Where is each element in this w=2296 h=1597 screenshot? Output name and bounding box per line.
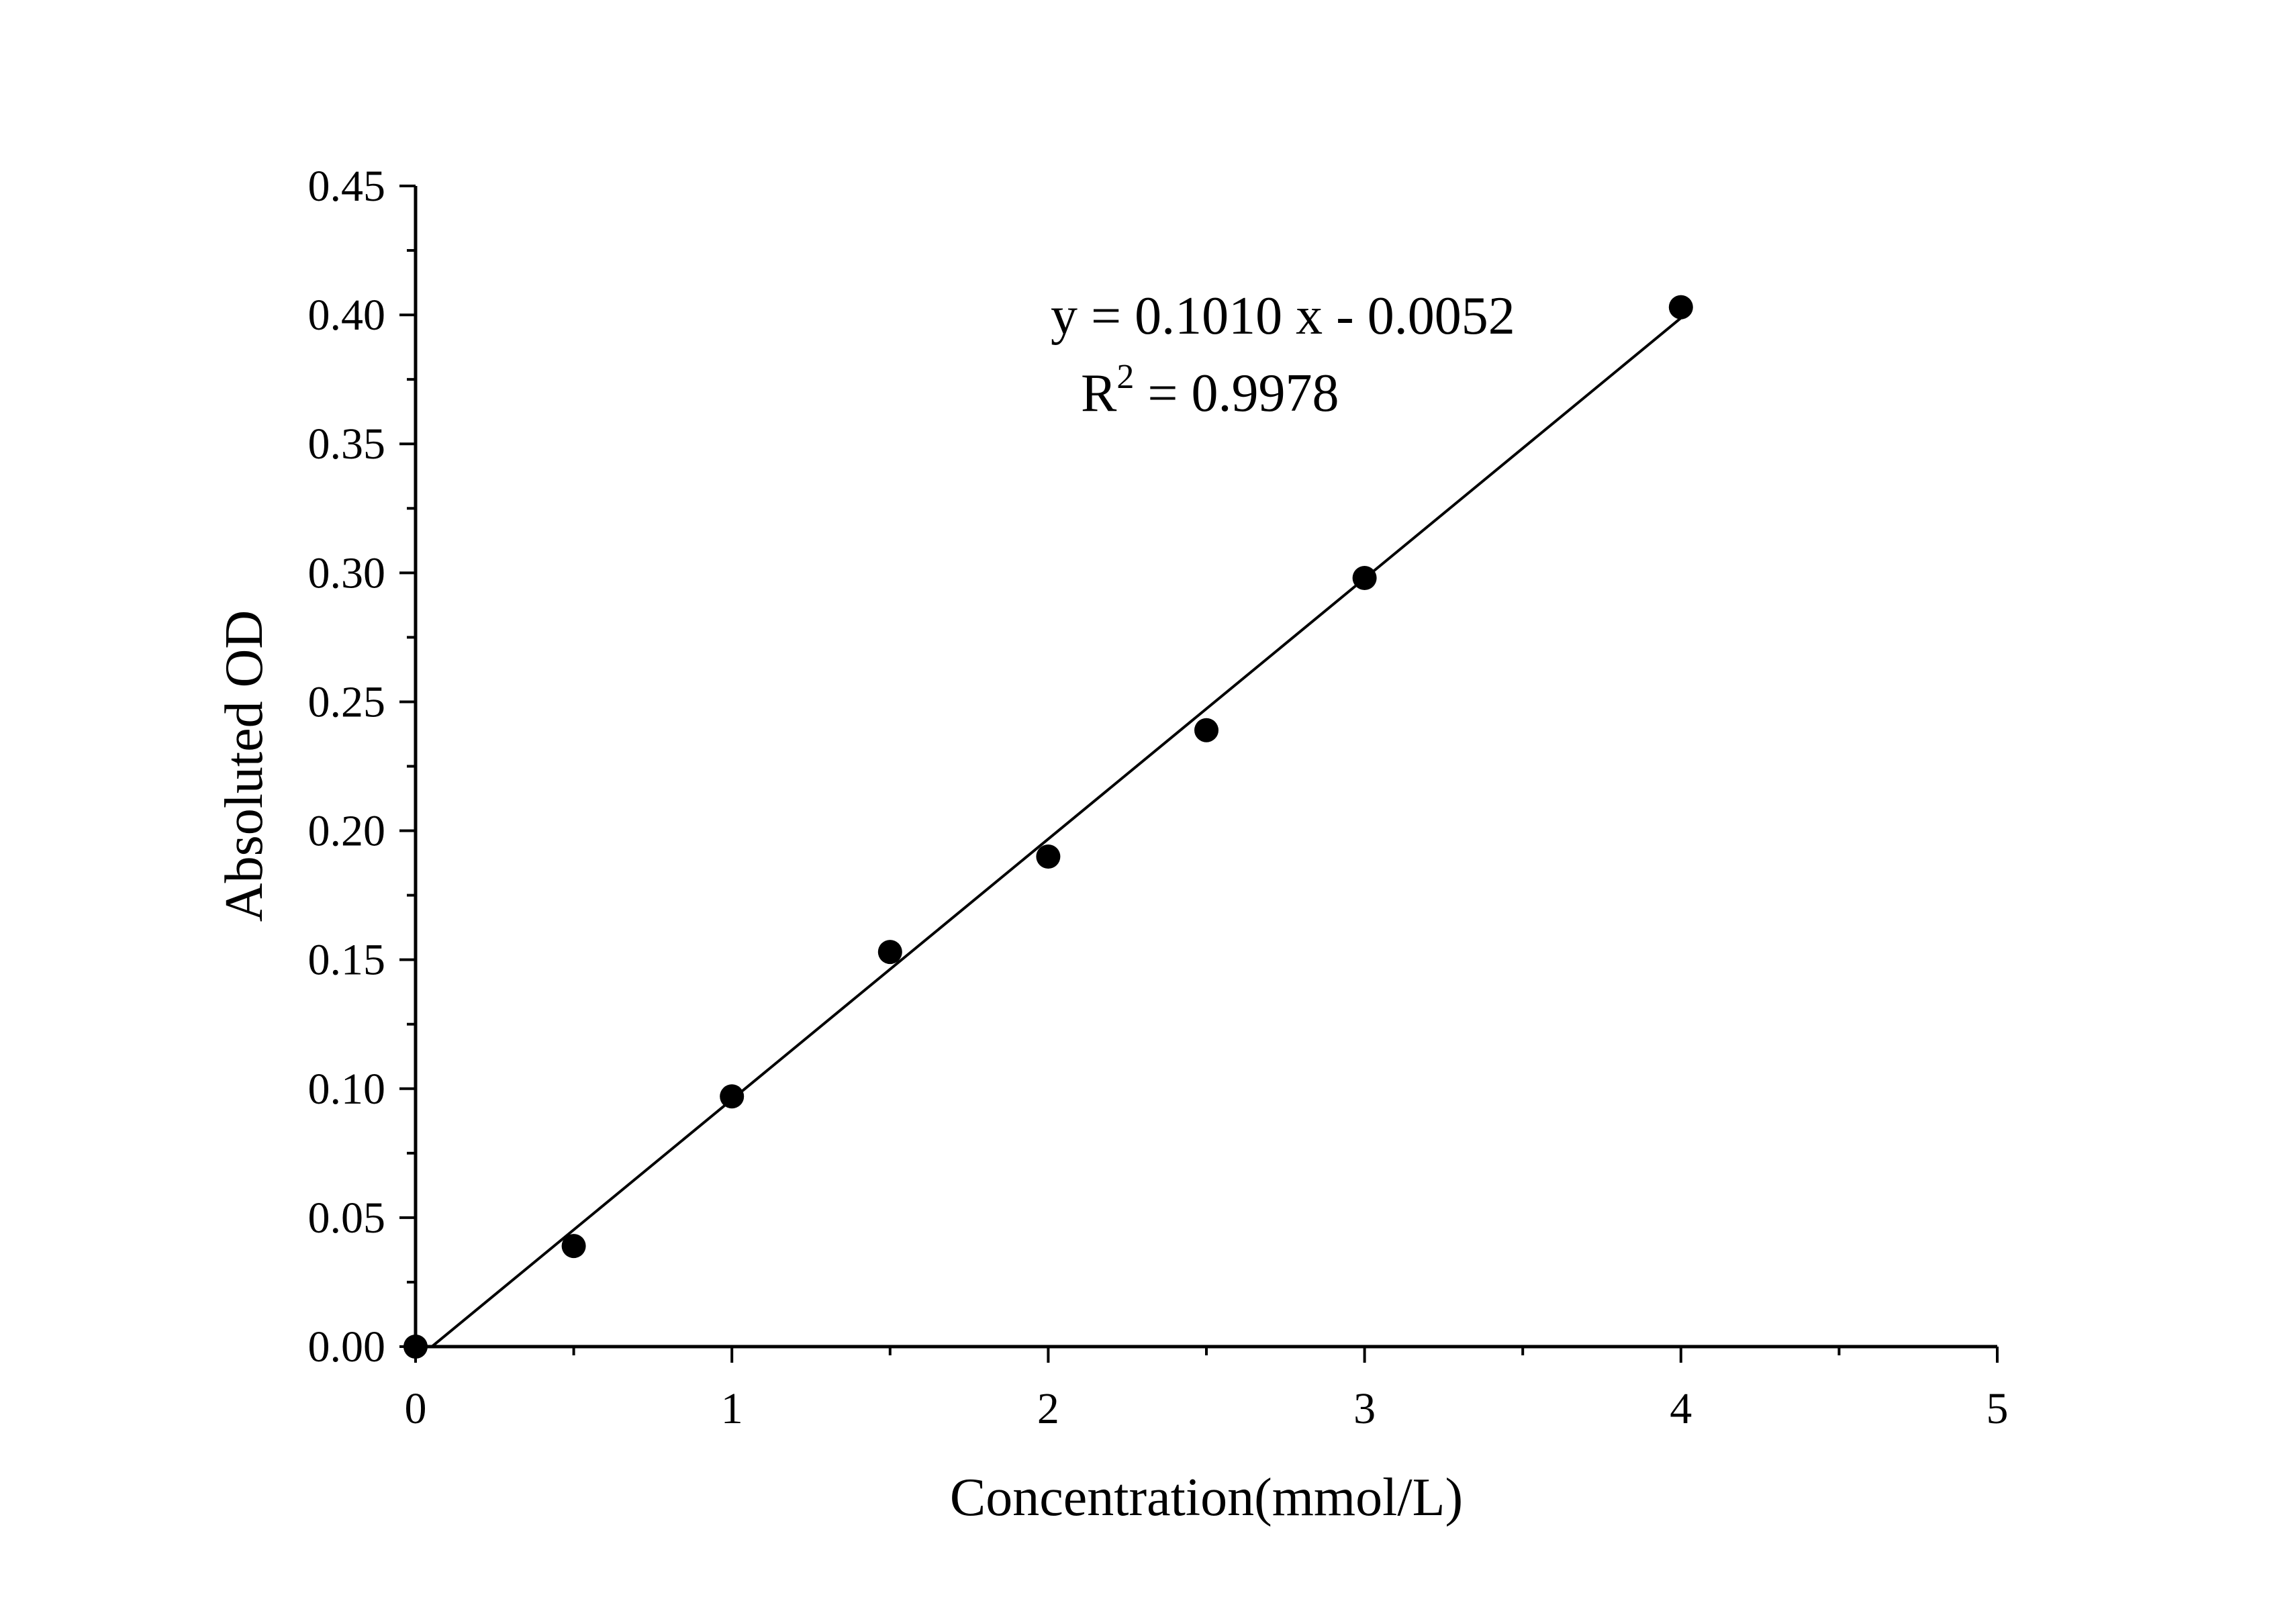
x-tick-label: 2 bbox=[1037, 1384, 1059, 1433]
y-tick-label: 0.35 bbox=[308, 420, 386, 469]
x-tick-label: 5 bbox=[1987, 1384, 2009, 1433]
linear-fit-line bbox=[430, 317, 1682, 1349]
y-tick-label: 0.45 bbox=[308, 162, 386, 211]
r-squared-value: = 0.9978 bbox=[1134, 364, 1339, 423]
x-axis-title: Concentration(mmol/L) bbox=[950, 1468, 1463, 1527]
data-point bbox=[1036, 844, 1061, 869]
y-ticks: 0.00 0.05 0.10 0.15 0.20 0.25 0.30 0.35 0.40 0.45 bbox=[308, 162, 416, 1371]
x-ticks: 0 1 2 3 4 5 bbox=[405, 1347, 2009, 1433]
data-point bbox=[877, 940, 902, 965]
x-tick-label: 3 bbox=[1353, 1384, 1376, 1433]
r-squared-prefix: R bbox=[1081, 364, 1117, 423]
axes bbox=[414, 186, 1997, 1349]
fit-line-group bbox=[430, 317, 1682, 1349]
y-tick-label: 0.05 bbox=[308, 1194, 386, 1243]
data-point bbox=[1668, 295, 1693, 320]
y-tick-label: 0.20 bbox=[308, 807, 386, 856]
x-tick-label: 0 bbox=[405, 1384, 427, 1433]
data-point bbox=[1352, 566, 1377, 591]
r-squared-superscript: 2 bbox=[1116, 358, 1134, 396]
equation-annotation: y = 0.1010 x - 0.0052 bbox=[1051, 287, 1515, 346]
y-axis-title: Absoluted OD bbox=[215, 610, 274, 922]
x-tick-label: 4 bbox=[1670, 1384, 1692, 1433]
data-point bbox=[720, 1084, 745, 1109]
y-tick-label: 0.30 bbox=[308, 548, 386, 597]
data-points bbox=[403, 295, 1693, 1359]
y-tick-label: 0.15 bbox=[308, 936, 386, 985]
y-tick-label: 0.10 bbox=[308, 1065, 386, 1114]
data-point bbox=[1194, 718, 1218, 742]
data-point bbox=[403, 1335, 428, 1359]
x-tick-label: 1 bbox=[721, 1384, 743, 1433]
data-point bbox=[561, 1234, 586, 1259]
y-tick-label: 0.40 bbox=[308, 291, 386, 340]
y-tick-label: 0.25 bbox=[308, 677, 386, 726]
r-squared-annotation: R2 = 0.9978 bbox=[1081, 358, 1339, 423]
y-tick-label: 0.00 bbox=[308, 1322, 386, 1371]
